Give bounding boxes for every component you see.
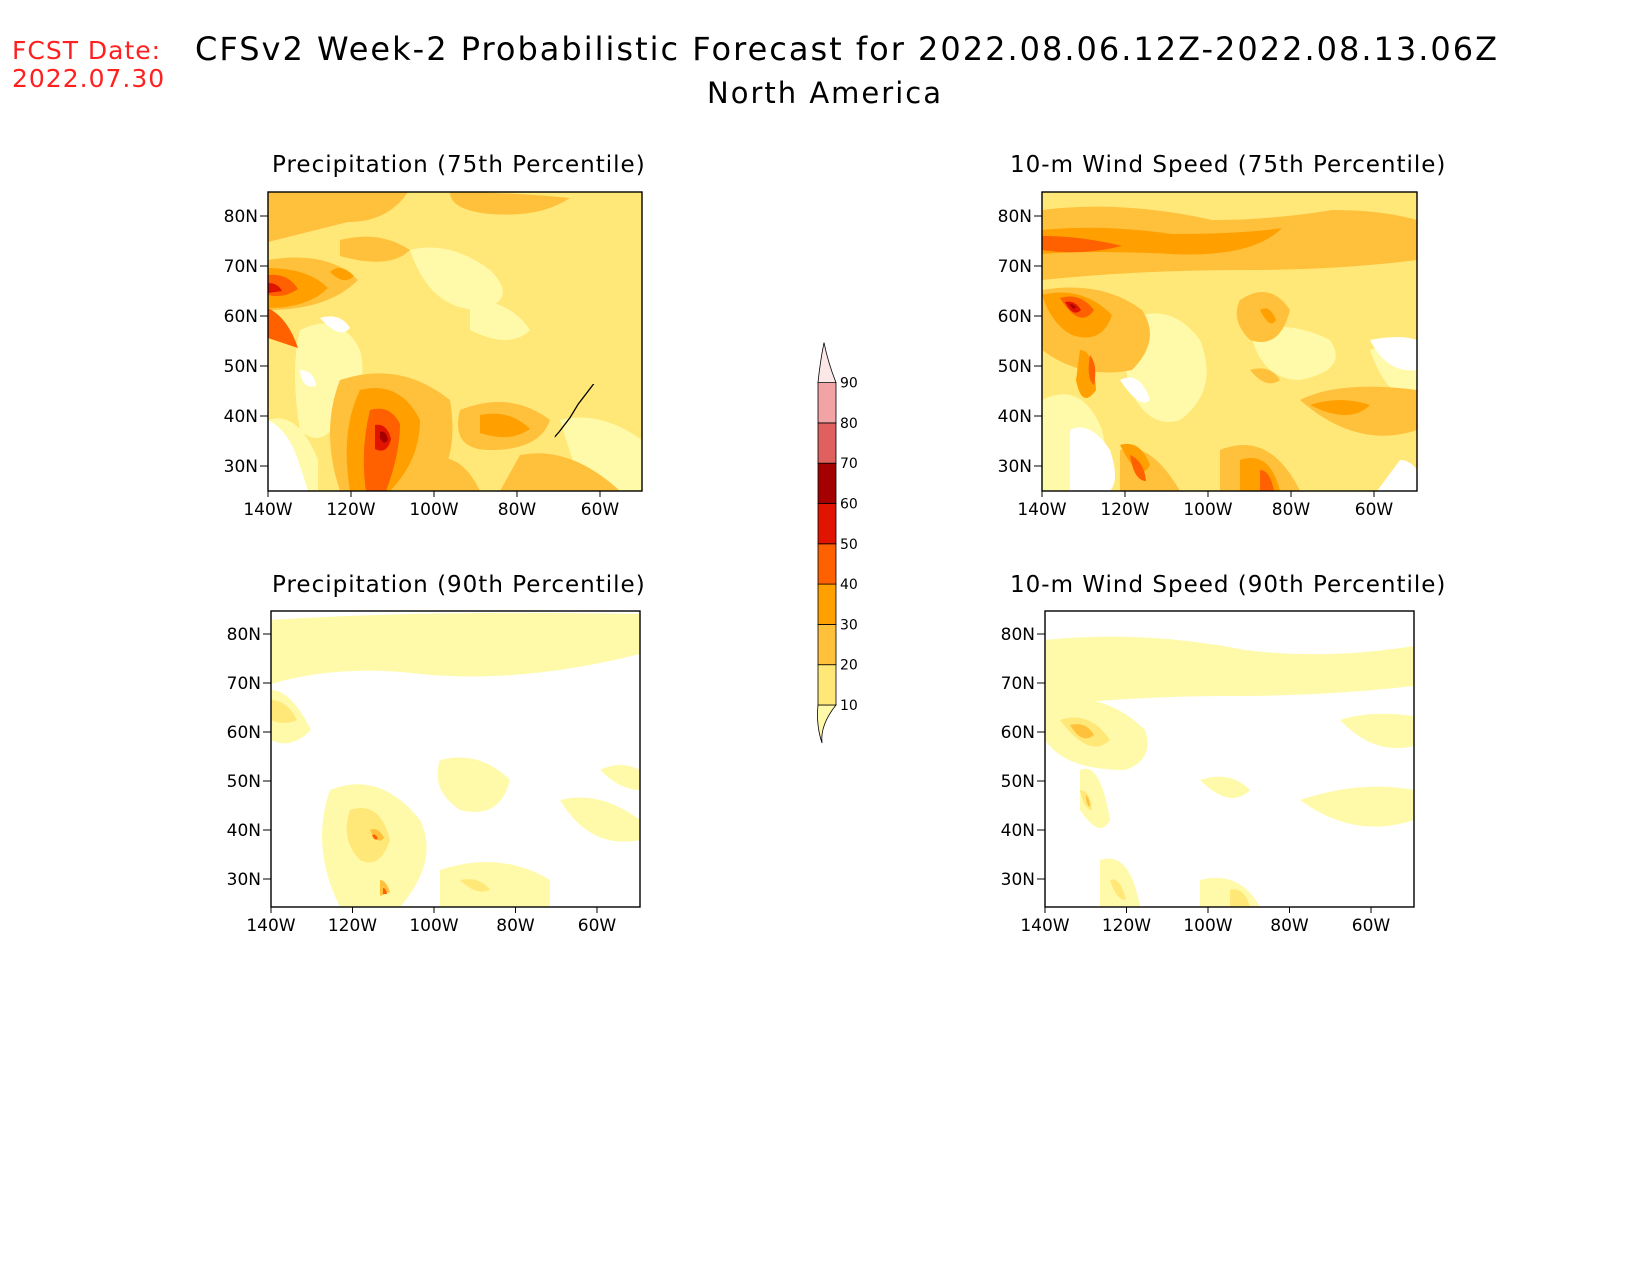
legend-level-label: 60	[840, 497, 858, 513]
lat-label: 70N	[227, 674, 261, 694]
panel-title-precip-75: Precipitation (75th Percentile)	[272, 152, 646, 178]
lon-label: 120W	[1100, 500, 1149, 520]
legend-level-label: 80	[840, 416, 858, 432]
legend-colorbar: 10 20 30 40 50 60 70 80 90	[817, 342, 858, 744]
lat-label: 40N	[1001, 821, 1035, 841]
lat-label: 70N	[1001, 674, 1035, 694]
lon-label: 120W	[328, 916, 377, 936]
lon-label: 140W	[246, 916, 295, 936]
panel-title-wind-90: 10-m Wind Speed (90th Percentile)	[1010, 572, 1447, 598]
legend-swatch	[817, 382, 837, 424]
lon-label: 60W	[1355, 500, 1394, 520]
lat-label: 80N	[224, 207, 258, 227]
lat-label: 60N	[998, 307, 1032, 327]
lat-label: 50N	[998, 357, 1032, 377]
lon-label: 80W	[1270, 916, 1309, 936]
lat-label: 50N	[224, 357, 258, 377]
legend-swatch	[817, 664, 837, 706]
fcst-date-label: FCST Date:	[12, 36, 162, 65]
lon-label: 100W	[409, 916, 458, 936]
panel-title-wind-75: 10-m Wind Speed (75th Percentile)	[1010, 152, 1447, 178]
lat-label: 40N	[227, 821, 261, 841]
map-panel-precip-75	[267, 191, 644, 493]
lat-label: 30N	[998, 457, 1032, 477]
lon-label: 100W	[1183, 916, 1232, 936]
lon-label: 100W	[1183, 500, 1232, 520]
map-panel-wind-75	[1041, 191, 1418, 492]
fcst-date-value: 2022.07.30	[12, 64, 166, 93]
legend-swatch	[817, 543, 837, 585]
lon-label: 140W	[1020, 916, 1069, 936]
legend-tip-bottom	[817, 704, 837, 744]
lon-label: 120W	[326, 500, 375, 520]
map-panel-wind-90	[1044, 610, 1415, 908]
page-title: CFSv2 Week-2 Probabilistic Forecast for …	[195, 30, 1500, 68]
lat-label: 50N	[1001, 772, 1035, 792]
map-panel-precip-90	[270, 610, 641, 908]
lon-label: 80W	[498, 500, 537, 520]
lon-label: 140W	[1017, 500, 1066, 520]
legend-swatch	[817, 503, 837, 545]
page-subtitle: North America	[707, 76, 943, 110]
lat-label: 30N	[1001, 870, 1035, 890]
lon-label: 60W	[1352, 916, 1391, 936]
legend-level-label: 30	[840, 617, 858, 633]
lat-label: 80N	[227, 625, 261, 645]
lat-label: 30N	[224, 457, 258, 477]
lat-label: 80N	[998, 207, 1032, 227]
lat-label: 30N	[227, 870, 261, 890]
map-axes: 80N 70N 60N 50N 40N 30N 140W 120W 100W 80W 60W 80N 7…	[224, 207, 1394, 936]
legend-level-label: 40	[840, 577, 858, 593]
lat-label: 80N	[1001, 625, 1035, 645]
lat-label: 60N	[1001, 723, 1035, 743]
lat-label: 50N	[227, 772, 261, 792]
lat-label: 70N	[998, 257, 1032, 277]
lon-label: 100W	[409, 500, 458, 520]
legend-swatch	[817, 583, 837, 625]
legend-level-label: 50	[840, 537, 858, 553]
lat-label: 70N	[224, 257, 258, 277]
lat-label: 60N	[227, 723, 261, 743]
lat-label: 60N	[224, 307, 258, 327]
legend-swatch	[817, 422, 837, 464]
lon-label: 80W	[1272, 500, 1311, 520]
panel-title-precip-90: Precipitation (90th Percentile)	[272, 572, 646, 598]
legend-swatch	[817, 462, 837, 504]
legend-level-label: 90	[840, 376, 858, 392]
legend-level-label: 70	[840, 456, 858, 472]
legend-tip-top	[817, 342, 837, 383]
lon-label: 60W	[581, 500, 620, 520]
lon-label: 120W	[1102, 916, 1151, 936]
legend-level-label: 10	[840, 698, 858, 714]
legend-swatch	[817, 624, 837, 666]
lon-label: 80W	[496, 916, 535, 936]
lon-label: 140W	[243, 500, 292, 520]
lat-label: 40N	[224, 407, 258, 427]
legend-level-label: 20	[840, 658, 858, 674]
lon-label: 60W	[578, 916, 617, 936]
lat-label: 40N	[998, 407, 1032, 427]
